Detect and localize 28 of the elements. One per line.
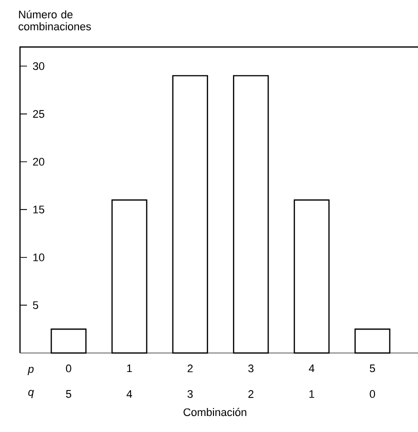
x-tick-label: 3 bbox=[248, 364, 254, 372]
bar bbox=[354, 328, 390, 354]
text: 3 bbox=[188, 390, 193, 398]
text: 5 bbox=[66, 390, 72, 398]
x-tick-label: 4 bbox=[308, 364, 314, 372]
bar bbox=[232, 75, 269, 354]
y-tick-label: 20 bbox=[33, 158, 44, 166]
y-tick-label: 15 bbox=[33, 206, 44, 214]
x-tick-label: 1 bbox=[127, 364, 132, 372]
x-tick-label: 2 bbox=[188, 364, 193, 372]
y-tick-label: 5 bbox=[32, 301, 38, 310]
bar bbox=[50, 328, 87, 354]
bar bbox=[294, 199, 330, 354]
x-tick-label: 0 bbox=[66, 364, 72, 372]
y-axis-title: Número de combinaciones bbox=[18, 10, 91, 30]
y-tick-label: 30 bbox=[32, 62, 44, 70]
x-axis-title: Combinación bbox=[184, 408, 246, 416]
bar bbox=[111, 199, 148, 354]
x-tick-label: 5 bbox=[370, 364, 376, 372]
text: 2 bbox=[248, 390, 254, 398]
text: 0 bbox=[370, 390, 376, 398]
bar bbox=[172, 75, 208, 354]
y-tick-label: 10 bbox=[33, 254, 44, 262]
text: 4 bbox=[126, 390, 132, 398]
text: q bbox=[28, 390, 34, 398]
text: 1 bbox=[309, 390, 314, 398]
y-tick-label: 25 bbox=[33, 110, 44, 118]
text: p bbox=[28, 366, 34, 376]
